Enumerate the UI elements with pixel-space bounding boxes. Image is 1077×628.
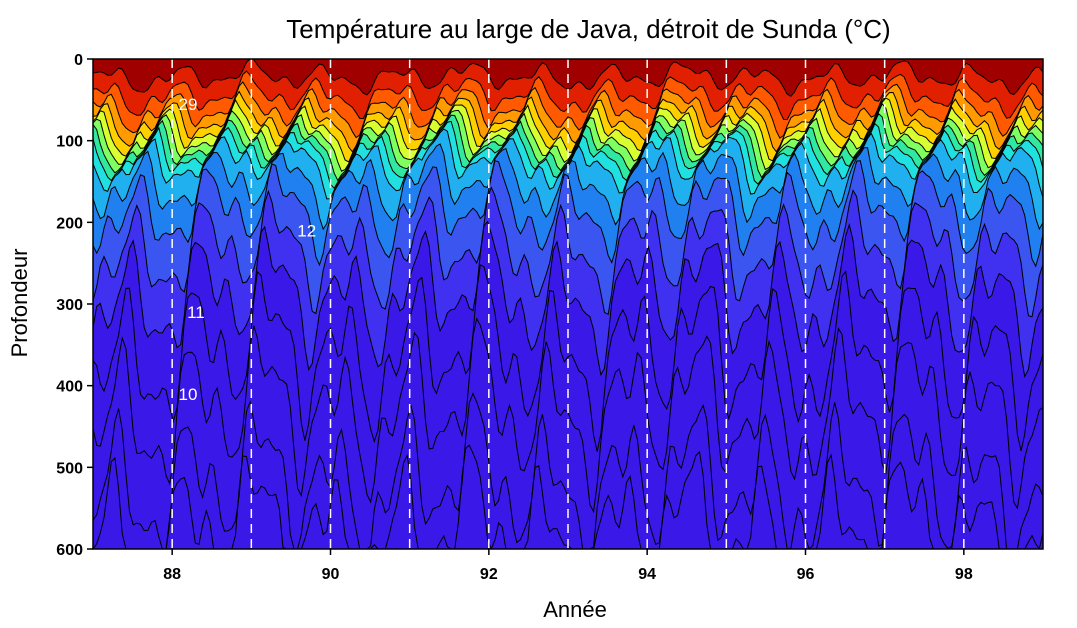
x-tick-label: 88 <box>163 566 181 583</box>
x-tick-label: 90 <box>322 566 340 583</box>
y-axis-ticks: 0 100 200 300 400 500 600 <box>56 52 93 559</box>
contour-labels: 29 12 11 10 <box>179 95 317 404</box>
contour-value-label: 10 <box>179 385 198 404</box>
x-axis-ticks: 88 90 92 94 96 98 <box>163 549 973 583</box>
plot-area <box>93 59 1043 549</box>
contour-value-label: 12 <box>297 222 316 241</box>
y-axis-label: Profondeur <box>7 248 32 358</box>
x-tick-label: 96 <box>797 566 815 583</box>
y-tick-label: 0 <box>74 52 83 69</box>
y-tick-label: 200 <box>56 215 83 232</box>
y-tick-label: 100 <box>56 134 83 151</box>
x-tick-label: 94 <box>638 566 656 583</box>
y-tick-label: 400 <box>56 379 83 396</box>
y-tick-label: 300 <box>56 297 83 314</box>
y-tick-label: 500 <box>56 460 83 477</box>
x-tick-label: 92 <box>480 566 498 583</box>
x-axis-label: Année <box>543 597 607 622</box>
year-marker-lines <box>171 59 965 549</box>
x-tick-label: 98 <box>955 566 973 583</box>
contour-value-label: 11 <box>187 303 205 322</box>
chart-title: Température au large de Java, détroit de… <box>286 14 891 44</box>
y-tick-label: 600 <box>56 542 83 559</box>
contour-value-label: 29 <box>179 95 198 114</box>
